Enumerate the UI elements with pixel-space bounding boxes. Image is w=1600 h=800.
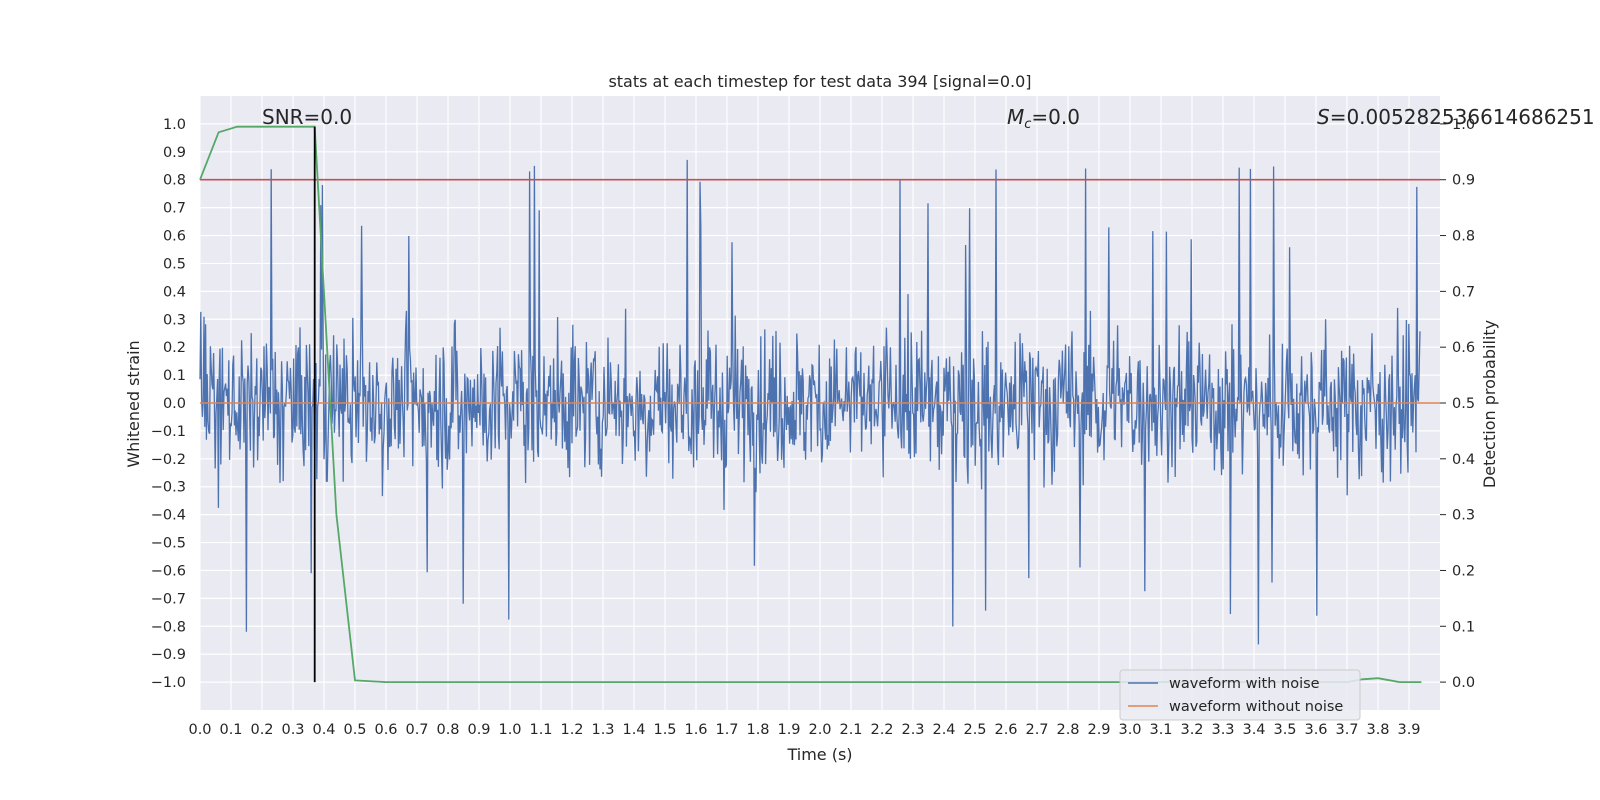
x-tick-label: 1.3 bbox=[591, 722, 614, 738]
y-tick-label: 1.0 bbox=[163, 117, 186, 133]
y2-tick-label: 0.1 bbox=[1452, 619, 1475, 635]
x-axis-label: Time (s) bbox=[786, 745, 852, 764]
legend-label-waveform-with-noise: waveform with noise bbox=[1169, 676, 1320, 692]
y-tick-label: −0.9 bbox=[151, 647, 186, 663]
x-tick-label: 2.1 bbox=[839, 722, 862, 738]
detection-probability-line bbox=[199, 125, 1422, 683]
legend: waveform with noise waveform without noi… bbox=[1119, 669, 1361, 721]
y2-ticks: 1.0 0.9 0.8 0.7 0.6 0.5 0.4 0.3 0.2 0.1 0.0 bbox=[1440, 117, 1475, 691]
y-tick-label: 0.9 bbox=[163, 145, 186, 161]
y-ticks: 1.0 0.9 0.8 0.7 0.6 0.5 0.4 0.3 0.2 0.1 0.0 −0.1 −0.… bbox=[151, 117, 186, 691]
x-tick-label: 2.9 bbox=[1087, 722, 1110, 738]
y2-tick-label: 0.3 bbox=[1452, 508, 1475, 524]
mc-subscript: c bbox=[1024, 117, 1031, 132]
x-tick-label: 2.3 bbox=[901, 722, 924, 738]
s-value: =0.005282536614686251 bbox=[1330, 105, 1595, 129]
x-tick-label: 0.6 bbox=[374, 722, 397, 738]
y-tick-label: 0.8 bbox=[163, 173, 186, 189]
x-tick-label: 0.5 bbox=[343, 722, 366, 738]
y2-tick-label: 0.5 bbox=[1452, 396, 1475, 412]
x-tick-label: 2.5 bbox=[963, 722, 986, 738]
x-tick-label: 3.1 bbox=[1149, 722, 1172, 738]
x-tick-label: 3.6 bbox=[1304, 722, 1327, 738]
x-tick-label: 2.7 bbox=[1025, 722, 1048, 738]
x-tick-label: 3.5 bbox=[1273, 722, 1296, 738]
y2-tick-label: 0.7 bbox=[1452, 284, 1475, 300]
x-tick-label: 0.9 bbox=[467, 722, 490, 738]
y-tick-label: −0.7 bbox=[151, 591, 186, 607]
y2-tick-label: 0.8 bbox=[1452, 229, 1475, 245]
x-tick-label: 0.7 bbox=[405, 722, 428, 738]
x-tick-label: 1.0 bbox=[498, 722, 521, 738]
y-tick-label: −1.0 bbox=[151, 675, 186, 691]
legend-label-waveform-without-noise: waveform without noise bbox=[1169, 699, 1343, 715]
y-tick-label: 0.4 bbox=[163, 284, 186, 300]
y-tick-label: 0.6 bbox=[163, 229, 186, 245]
y-tick-label: −0.1 bbox=[151, 424, 186, 440]
waveform-with-noise-series bbox=[199, 159, 1421, 645]
mc-annotation: Mc=0.0 bbox=[1007, 105, 1080, 132]
chart-title: stats at each timestep for test data 394… bbox=[608, 72, 1031, 91]
y-tick-label: 0.1 bbox=[163, 368, 186, 384]
y-tick-label: −0.5 bbox=[151, 536, 186, 552]
x-tick-label: 1.2 bbox=[560, 722, 583, 738]
y-tick-label: −0.2 bbox=[151, 452, 186, 468]
x-tick-label: 1.5 bbox=[653, 722, 676, 738]
x-tick-label: 0.2 bbox=[250, 722, 273, 738]
x-tick-label: 1.7 bbox=[715, 722, 738, 738]
y2-tick-label: 0.2 bbox=[1452, 563, 1475, 579]
snr-annotation: SNR=0.0 bbox=[262, 105, 352, 129]
x-tick-label: 0.4 bbox=[312, 722, 335, 738]
y2-tick-label: 1.0 bbox=[1452, 117, 1475, 133]
y2-tick-label: 0.9 bbox=[1452, 173, 1475, 189]
waveform-with-noise-line bbox=[199, 159, 1421, 645]
y-tick-label: −0.3 bbox=[151, 480, 186, 496]
x-tick-label: 0.0 bbox=[188, 722, 211, 738]
x-tick-label: 3.8 bbox=[1366, 722, 1389, 738]
y-tick-label: −0.8 bbox=[151, 619, 186, 635]
x-tick-label: 0.1 bbox=[219, 722, 242, 738]
y-tick-label: 0.0 bbox=[163, 396, 186, 412]
x-tick-label: 3.3 bbox=[1211, 722, 1234, 738]
x-tick-label: 2.8 bbox=[1056, 722, 1079, 738]
mc-symbol: M bbox=[1007, 105, 1024, 129]
x-ticks: 0.0 0.1 0.2 0.3 0.4 0.5 0.6 0.7 0.8 0.9 1.0 1.1 1.2 1… bbox=[188, 722, 1420, 738]
x-tick-label: 2.6 bbox=[994, 722, 1017, 738]
x-tick-label: 2.0 bbox=[808, 722, 831, 738]
s-annotation: S=0.005282536614686251 bbox=[1317, 105, 1595, 129]
y2-axis-label: Detection probability bbox=[1480, 320, 1499, 488]
x-tick-label: 1.4 bbox=[622, 722, 645, 738]
x-tick-label: 0.8 bbox=[436, 722, 459, 738]
legend-box bbox=[1119, 669, 1361, 721]
s-symbol: S bbox=[1317, 105, 1330, 129]
y-tick-label: 0.3 bbox=[163, 312, 186, 328]
y-tick-label: 0.7 bbox=[163, 201, 186, 217]
x-tick-label: 3.2 bbox=[1180, 722, 1203, 738]
y2-tick-label: 0.6 bbox=[1452, 340, 1475, 356]
x-tick-label: 1.9 bbox=[777, 722, 800, 738]
x-tick-label: 1.1 bbox=[529, 722, 552, 738]
y2-tick-label: 0.4 bbox=[1452, 452, 1475, 468]
x-tick-label: 3.4 bbox=[1242, 722, 1265, 738]
x-tick-label: 2.4 bbox=[932, 722, 955, 738]
x-tick-label: 1.6 bbox=[684, 722, 707, 738]
y-tick-label: 0.5 bbox=[163, 256, 186, 272]
x-tick-label: 1.8 bbox=[746, 722, 769, 738]
y-axis-label: Whitened strain bbox=[124, 340, 143, 467]
x-tick-label: 0.3 bbox=[281, 722, 304, 738]
mc-value: =0.0 bbox=[1031, 105, 1080, 129]
x-tick-label: 3.9 bbox=[1397, 722, 1420, 738]
x-tick-label: 3.7 bbox=[1335, 722, 1358, 738]
y-tick-label: −0.4 bbox=[151, 508, 186, 524]
y-tick-label: −0.6 bbox=[151, 563, 186, 579]
overlays bbox=[199, 125, 1440, 683]
y-tick-label: 0.2 bbox=[163, 340, 186, 356]
y2-tick-label: 0.0 bbox=[1452, 675, 1475, 691]
x-tick-label: 3.0 bbox=[1118, 722, 1141, 738]
x-tick-label: 2.2 bbox=[870, 722, 893, 738]
